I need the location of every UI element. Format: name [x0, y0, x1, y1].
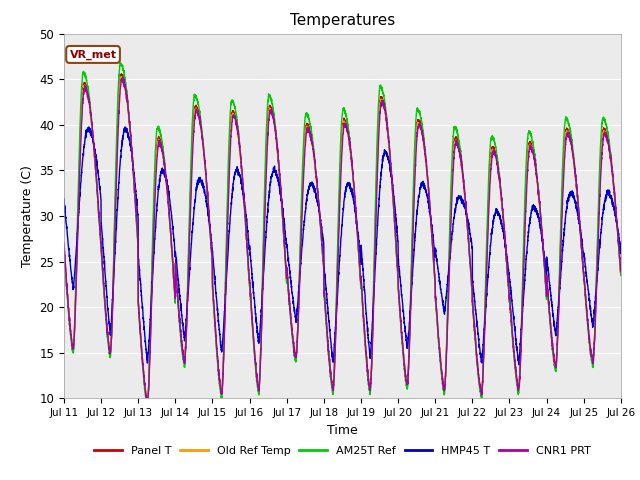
AM25T Ref [499, 211, 507, 216]
CNR1 PRT [144, 401, 152, 407]
Panel T [322, 313, 330, 319]
Line: AM25T Ref: AM25T Ref [64, 63, 621, 408]
AM25T Ref [436, 364, 444, 370]
CNR1 PRT [60, 240, 68, 246]
CNR1 PRT [617, 269, 625, 275]
AM25T Ref [616, 266, 624, 272]
HMP45 T [121, 124, 129, 130]
HMP45 T [322, 281, 330, 287]
Line: HMP45 T: HMP45 T [64, 127, 621, 365]
Panel T [117, 71, 125, 77]
CNR1 PRT [322, 311, 330, 317]
HMP45 T [467, 239, 475, 244]
Old Ref Temp [322, 312, 330, 318]
Line: Old Ref Temp: Old Ref Temp [64, 77, 621, 402]
AM25T Ref [322, 316, 330, 322]
Panel T [499, 212, 507, 217]
Panel T [617, 271, 625, 276]
Old Ref Temp [499, 213, 507, 219]
Title: Temperatures: Temperatures [290, 13, 395, 28]
Old Ref Temp [616, 264, 624, 270]
Legend: Panel T, Old Ref Temp, AM25T Ref, HMP45 T, CNR1 PRT: Panel T, Old Ref Temp, AM25T Ref, HMP45 … [90, 442, 595, 460]
Old Ref Temp [60, 243, 68, 249]
HMP45 T [436, 286, 444, 292]
Line: Panel T: Panel T [64, 74, 621, 404]
HMP45 T [60, 196, 68, 202]
HMP45 T [515, 362, 522, 368]
Old Ref Temp [117, 74, 125, 80]
HMP45 T [499, 227, 507, 232]
Old Ref Temp [617, 271, 625, 276]
AM25T Ref [161, 157, 168, 163]
AM25T Ref [617, 273, 625, 278]
Panel T [144, 401, 152, 407]
CNR1 PRT [119, 74, 127, 80]
Panel T [616, 264, 624, 270]
Old Ref Temp [144, 399, 152, 405]
Old Ref Temp [161, 164, 168, 170]
CNR1 PRT [468, 274, 476, 280]
HMP45 T [616, 243, 624, 249]
X-axis label: Time: Time [327, 424, 358, 437]
Panel T [468, 277, 476, 283]
HMP45 T [617, 251, 625, 256]
Panel T [60, 243, 68, 249]
AM25T Ref [468, 279, 476, 285]
Text: VR_met: VR_met [70, 49, 116, 60]
CNR1 PRT [436, 360, 444, 365]
Panel T [436, 360, 444, 365]
AM25T Ref [116, 60, 124, 66]
Y-axis label: Temperature (C): Temperature (C) [21, 165, 34, 267]
CNR1 PRT [499, 210, 507, 216]
Panel T [161, 162, 168, 168]
AM25T Ref [60, 246, 68, 252]
Old Ref Temp [468, 277, 476, 283]
Old Ref Temp [436, 358, 444, 364]
CNR1 PRT [616, 263, 624, 268]
AM25T Ref [144, 405, 152, 411]
Line: CNR1 PRT: CNR1 PRT [64, 77, 621, 404]
CNR1 PRT [161, 162, 168, 168]
HMP45 T [161, 171, 168, 177]
